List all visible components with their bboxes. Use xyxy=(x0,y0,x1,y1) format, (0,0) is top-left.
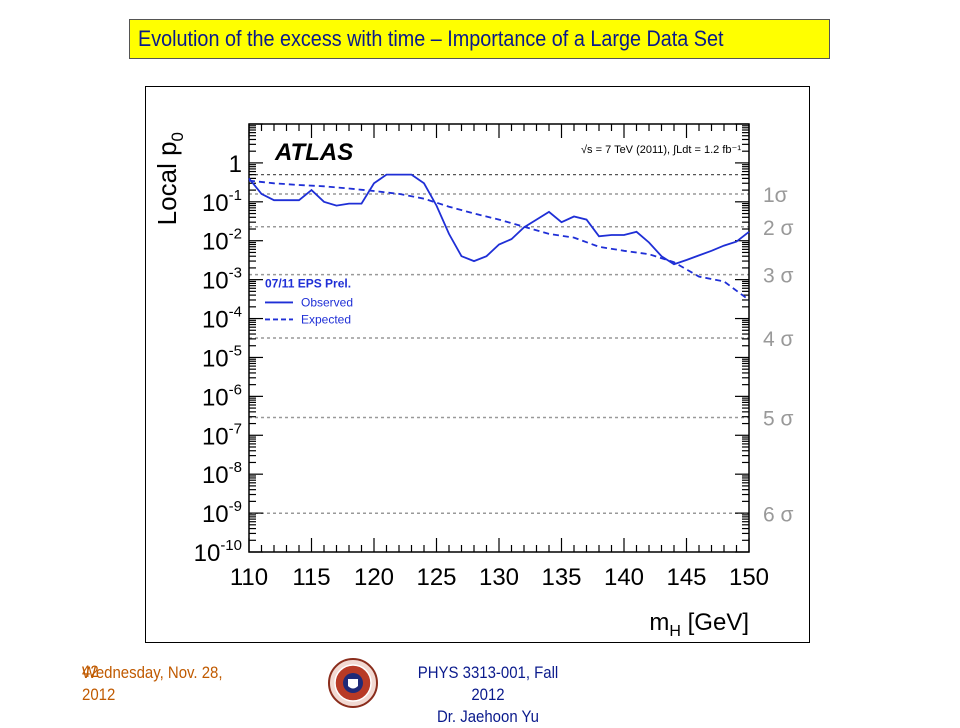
y-tick-label: 10-6 xyxy=(202,381,242,411)
x-tick-label: 110 xyxy=(230,564,268,591)
footer-date: Wednesday, Nov. 28, 2012 xyxy=(82,663,223,704)
footer-course-line2: Dr. Jaehoon Yu xyxy=(436,707,540,726)
y-tick-label: 10-1 xyxy=(202,187,242,217)
x-tick-label: 135 xyxy=(541,564,581,591)
x-tick-label: 140 xyxy=(604,564,644,591)
y-tick-label: 10-7 xyxy=(202,420,242,450)
plot-frame: 1σ 2 σ 3 σ 4 σ 5 σ 6 σ 110 115 120 125 130 135 140 14… xyxy=(145,86,810,643)
footer-page-number: 42 xyxy=(82,662,99,681)
y-tick-label: 10-8 xyxy=(202,459,242,489)
legend-label-observed: Observed xyxy=(301,295,353,309)
legend-title: 07/11 EPS Prel. xyxy=(265,276,351,290)
sigma-label-5: 5 σ xyxy=(763,407,794,430)
y-tick-label: 10-2 xyxy=(202,226,242,256)
atlas-label: ATLAS xyxy=(274,139,353,166)
y-tick-label: 10-5 xyxy=(202,342,242,372)
x-tick-label: 120 xyxy=(354,564,394,591)
sigma-label-2: 2 σ xyxy=(763,217,794,240)
x-axis-label: mH [GeV] xyxy=(649,609,749,640)
x-tick-label: 150 xyxy=(729,564,769,591)
footer-course: PHYS 3313-001, Fall 2012 Dr. Jaehoon Yu xyxy=(400,662,576,728)
slide-title: Evolution of the excess with time – Impo… xyxy=(129,19,830,59)
legend-label-expected: Expected xyxy=(301,312,351,326)
atlas-p0-chart: 1σ 2 σ 3 σ 4 σ 5 σ 6 σ 110 115 120 125 130 135 140 14… xyxy=(152,123,794,640)
y-tick-label: 10-9 xyxy=(202,498,242,528)
x-tick-label: 145 xyxy=(666,564,706,591)
sigma-label-3: 3 σ xyxy=(763,265,794,288)
y-tick-label: 10-3 xyxy=(202,265,242,295)
sigma-label-4: 4 σ xyxy=(763,328,794,351)
y-tick-label: 1 xyxy=(229,151,242,178)
y-tick-label: 10-4 xyxy=(202,304,242,334)
series-line-expected xyxy=(248,179,750,301)
y-axis-label: Local p0 xyxy=(152,132,187,225)
energy-label: √s = 7 TeV (2011), ∫Ldt = 1.2 fb⁻¹ xyxy=(581,144,741,156)
slide-title-text: Evolution of the excess with time – Impo… xyxy=(138,26,724,51)
x-tick-label: 130 xyxy=(479,564,519,591)
y-tick-label: 10-10 xyxy=(194,537,242,567)
x-tick-label: 125 xyxy=(416,564,456,591)
university-seal-icon xyxy=(328,658,378,708)
x-tick-label: 115 xyxy=(292,564,330,591)
sigma-label-6: 6 σ xyxy=(763,503,794,526)
sigma-label-1: 1σ xyxy=(763,184,788,207)
footer-course-line1: PHYS 3313-001, Fall 2012 xyxy=(417,663,559,704)
